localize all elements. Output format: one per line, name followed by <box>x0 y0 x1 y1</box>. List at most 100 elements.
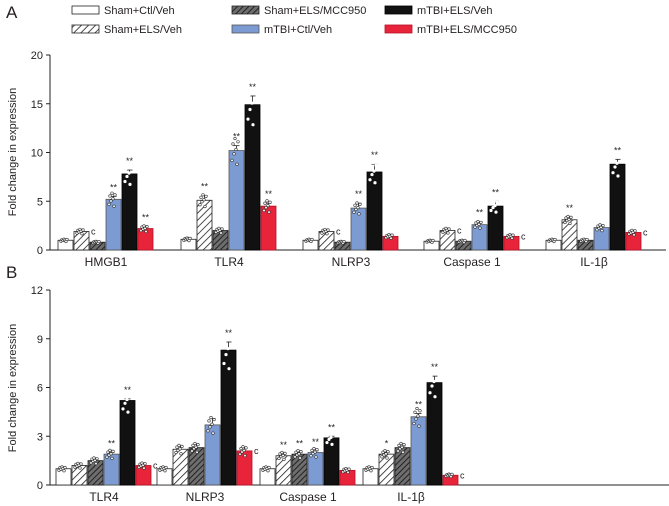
data-point <box>281 453 285 458</box>
data-point <box>396 449 400 453</box>
data-point <box>357 212 361 216</box>
data-point <box>243 453 247 458</box>
data-point <box>127 171 131 175</box>
data-point <box>108 194 112 198</box>
data-point <box>384 452 388 456</box>
bar-tlr4-s4 <box>244 104 261 251</box>
data-point <box>191 443 195 447</box>
data-point <box>236 140 240 144</box>
data-point <box>175 445 179 449</box>
data-point <box>510 236 514 240</box>
data-point <box>415 406 419 411</box>
data-point <box>180 444 184 448</box>
data-point <box>207 419 211 423</box>
data-point <box>617 155 621 159</box>
data-point <box>203 204 207 209</box>
data-point <box>212 417 216 422</box>
significance-mark: ** <box>355 189 363 199</box>
data-point <box>164 465 168 470</box>
data-point <box>206 429 210 433</box>
data-point <box>194 445 198 449</box>
data-point <box>233 136 237 141</box>
data-point <box>372 169 376 173</box>
significance-mark: ** <box>431 362 439 372</box>
data-point <box>239 447 243 451</box>
data-point <box>127 391 131 395</box>
data-point <box>107 202 111 206</box>
data-point <box>267 210 271 214</box>
significance-mark: ** <box>371 150 379 160</box>
data-point <box>553 237 557 242</box>
data-point <box>234 147 238 152</box>
legend-label-5: mTBI+ELS/MCC950 <box>417 24 517 36</box>
panel-label-a: A <box>6 3 18 22</box>
data-point <box>347 467 351 471</box>
y-tick-label: 10 <box>31 148 43 160</box>
data-point <box>296 449 300 453</box>
significance-mark: c <box>153 461 158 471</box>
data-point <box>129 165 133 169</box>
data-point <box>179 452 183 456</box>
data-point <box>244 446 248 450</box>
data-point <box>414 417 418 421</box>
data-point <box>429 374 433 378</box>
data-point <box>227 367 231 371</box>
data-point <box>264 205 268 210</box>
data-point <box>369 165 373 169</box>
significance-mark: ** <box>265 189 273 199</box>
significance-mark: c <box>643 227 648 237</box>
data-point <box>241 445 245 449</box>
data-point <box>446 231 450 235</box>
data-point <box>313 450 317 454</box>
chart-panel-b: 036912c****cTLR4cc**cNLRP3********Caspas… <box>31 285 669 504</box>
data-point <box>282 457 286 462</box>
data-point <box>106 450 110 454</box>
significance-mark: ** <box>124 385 132 395</box>
data-point <box>430 384 434 388</box>
data-point <box>65 237 69 242</box>
data-point <box>267 465 271 470</box>
data-point <box>356 206 360 210</box>
data-point <box>242 448 246 453</box>
data-point <box>412 421 416 426</box>
chart-panel-a: 05101520ca******HMGB1********TLR4c****NL… <box>31 50 666 269</box>
y-tick-label: 12 <box>31 285 43 297</box>
data-point <box>331 432 335 436</box>
data-point <box>293 455 297 459</box>
data-point <box>263 201 267 205</box>
data-point <box>611 171 615 175</box>
legend-label-3: mTBI+Ctl/Veh <box>264 24 332 36</box>
legend-label-4: mTBI+ELS/Veh <box>417 5 493 17</box>
data-point <box>252 90 256 94</box>
data-point <box>188 236 192 241</box>
data-point <box>450 472 454 476</box>
data-point <box>478 226 482 230</box>
data-point <box>354 207 358 212</box>
data-point <box>163 469 167 473</box>
data-point <box>95 457 99 461</box>
data-point <box>78 466 82 470</box>
x-category-label: IL-1β <box>580 255 608 269</box>
data-point <box>494 210 498 214</box>
data-point <box>111 197 115 201</box>
data-point <box>97 239 101 244</box>
data-point <box>314 455 318 459</box>
data-point <box>93 458 97 462</box>
data-point <box>251 123 255 127</box>
data-point <box>386 450 390 454</box>
data-point <box>201 193 205 197</box>
data-point <box>248 107 252 112</box>
significance-mark: ** <box>415 400 423 410</box>
data-point <box>632 233 636 237</box>
bar-nlrp3-s4 <box>220 349 237 486</box>
significance-mark: ** <box>492 187 500 197</box>
x-category-label: Caspase 1 <box>279 490 337 504</box>
data-point <box>373 181 377 185</box>
data-point <box>211 431 215 435</box>
significance-mark: ** <box>280 440 288 450</box>
data-point <box>566 214 570 219</box>
data-point <box>62 469 66 473</box>
significance-mark: ** <box>142 213 150 223</box>
y-tick-label: 0 <box>37 480 43 492</box>
data-point <box>476 219 480 224</box>
